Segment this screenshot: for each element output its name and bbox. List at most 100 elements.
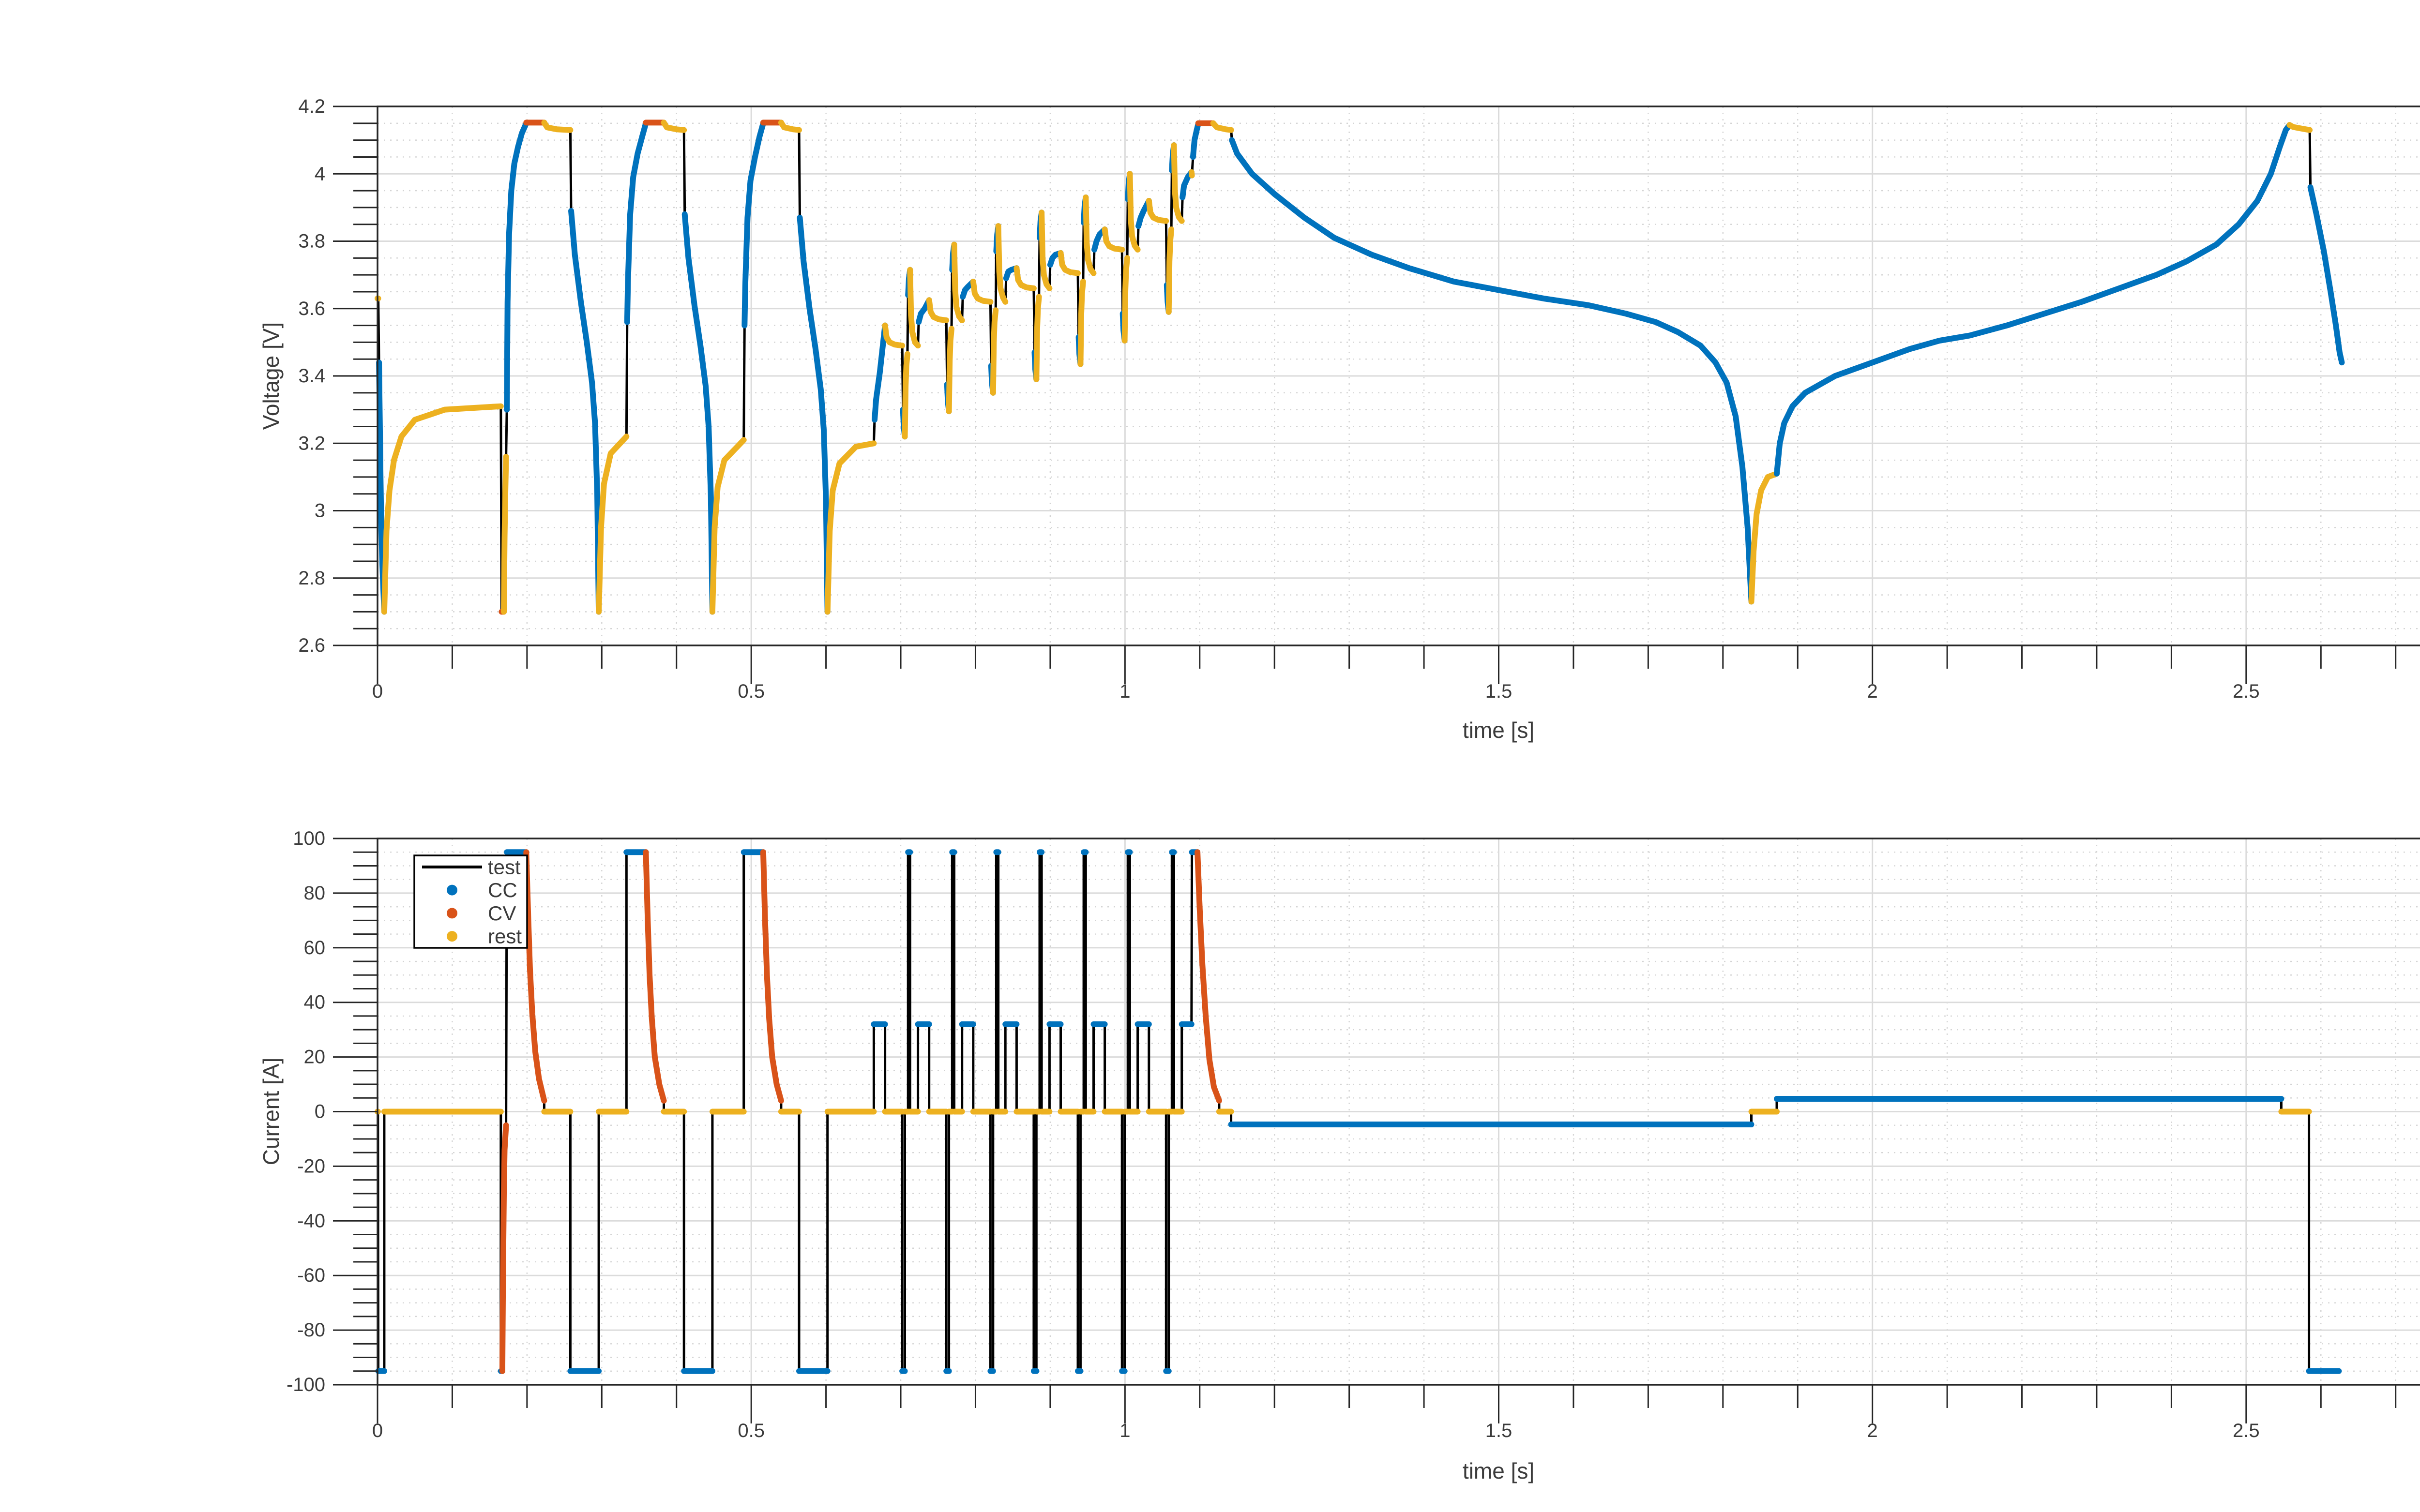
voltage-plot-series <box>375 120 2345 615</box>
y-tick-label: 2.8 <box>298 568 325 589</box>
series-phase-rest <box>381 403 504 615</box>
x-tick-label: 2 <box>1867 681 1878 702</box>
series-phase-rest <box>1058 250 1081 276</box>
x-tick-label: 0.5 <box>738 681 765 702</box>
series-phase-rest <box>661 120 687 133</box>
axes-box <box>377 838 2420 1386</box>
series-phase-rest <box>907 267 921 349</box>
voltage-plot-xlabel: time [s] <box>1463 718 1534 743</box>
series-phase-rest <box>1210 120 1234 133</box>
y-tick-label: 40 <box>304 992 326 1013</box>
series-phase-CC <box>1091 226 1108 253</box>
y-tick-label: 2.6 <box>298 635 325 656</box>
series-phase-rest <box>1102 226 1125 253</box>
y-tick-label: 60 <box>304 937 326 958</box>
y-tick-label: -20 <box>297 1155 325 1177</box>
legend-label: CV <box>488 902 516 925</box>
series-phase-rest <box>1083 195 1097 276</box>
series-phase-rest <box>778 120 802 133</box>
series-phase-rest <box>1077 279 1086 367</box>
series-phase-rest <box>946 326 954 415</box>
series-phase-rest <box>596 434 630 615</box>
series-phase-CC <box>2307 184 2345 366</box>
series-phase-CV <box>499 1122 509 1374</box>
voltage-plot-axes <box>333 105 2420 684</box>
current-plot-xlabel: time [s] <box>1463 1458 1534 1483</box>
legend-item-test: test <box>422 855 521 878</box>
series-phase-rest <box>995 223 1009 305</box>
series-phase-rest <box>882 322 906 349</box>
x-tick-label: 0 <box>372 1420 383 1441</box>
legend-item-rest: rest <box>447 925 522 948</box>
series-phase-rest <box>970 279 994 305</box>
series-phase-CC <box>504 120 529 413</box>
series-phase-CC <box>681 211 715 615</box>
series-phase-CC <box>568 208 602 615</box>
series-phase-rest <box>709 437 747 615</box>
y-tick-label: -40 <box>297 1210 325 1231</box>
legend-dot-CC <box>447 884 457 896</box>
current-plot-series <box>375 849 2342 1374</box>
series-phase-CC <box>1135 198 1152 229</box>
series-phase-rest <box>1013 265 1037 291</box>
series-phase-rest <box>1146 198 1169 224</box>
series-phase-rest <box>501 454 509 615</box>
x-tick-label: 2.5 <box>2233 1420 2260 1441</box>
series-phase-CC <box>741 120 766 329</box>
series-phase-CV <box>1195 849 1222 1104</box>
y-tick-label: 0 <box>315 1101 325 1123</box>
series-phase-CC <box>797 214 831 615</box>
series-phase-rest <box>926 297 950 324</box>
series-phase-CC <box>960 279 976 300</box>
series-phase-rest <box>1165 226 1175 315</box>
series-phase-rest <box>1033 294 1042 382</box>
legend-label: test <box>488 855 521 878</box>
series-phase-rest <box>1039 210 1053 291</box>
y-tick-label: -60 <box>297 1265 325 1286</box>
series-phase-CV <box>523 849 547 1104</box>
x-tick-label: 2 <box>1867 1420 1878 1441</box>
y-tick-label: -80 <box>297 1319 325 1341</box>
series-phase-rest <box>1748 470 1780 605</box>
y-tick-label: 100 <box>293 828 325 849</box>
series-phase-rest <box>990 307 999 396</box>
legend-dot-CV <box>447 908 457 919</box>
current-plot-ylabel: Current [A] <box>258 1058 284 1165</box>
series-phase-rest <box>1171 142 1185 224</box>
x-tick-label: 1 <box>1119 681 1130 702</box>
series-phase-CC <box>1229 137 1754 605</box>
series-phase-rest <box>1127 171 1141 253</box>
x-tick-label: 1.5 <box>1485 1420 1512 1441</box>
series-phase-rest <box>824 440 877 615</box>
legend-label: rest <box>488 925 522 948</box>
x-tick-label: 0.5 <box>738 1420 765 1441</box>
series-phase-rest <box>2286 122 2313 133</box>
series-phase-rest <box>902 351 910 440</box>
series-phase-rest <box>541 120 574 133</box>
y-tick-label: 4 <box>315 163 325 184</box>
y-tick-label: 3.8 <box>298 231 325 252</box>
y-tick-label: 3.6 <box>298 298 325 319</box>
y-tick-label: 80 <box>304 883 326 904</box>
voltage-plot-ylabel: Voltage [V] <box>258 322 284 430</box>
y-tick-label: 4.2 <box>298 96 325 117</box>
axes-box <box>377 105 2420 646</box>
y-tick-label: 3 <box>315 500 325 522</box>
series-phase-CC <box>1190 121 1201 160</box>
y-tick-label: 3.4 <box>298 365 325 387</box>
x-tick-label: 0 <box>372 681 383 702</box>
y-tick-label: -100 <box>287 1374 325 1395</box>
series-test-line <box>377 121 2343 613</box>
legend-label: CC <box>488 879 517 901</box>
x-tick-label: 2.5 <box>2233 681 2260 702</box>
series-phase-CV <box>760 849 784 1104</box>
x-tick-label: 1 <box>1119 1420 1130 1441</box>
series-phase-CV <box>643 849 667 1104</box>
y-tick-label: 20 <box>304 1047 326 1068</box>
legend-box <box>413 854 528 949</box>
legend-item-CC: CC <box>447 879 517 901</box>
series-phase-CC <box>624 120 649 325</box>
voltage-plot-tick-labels: 00.511.522.532.62.833.23.43.63.844.2 <box>298 96 2260 702</box>
series-phase-CC <box>872 322 888 423</box>
